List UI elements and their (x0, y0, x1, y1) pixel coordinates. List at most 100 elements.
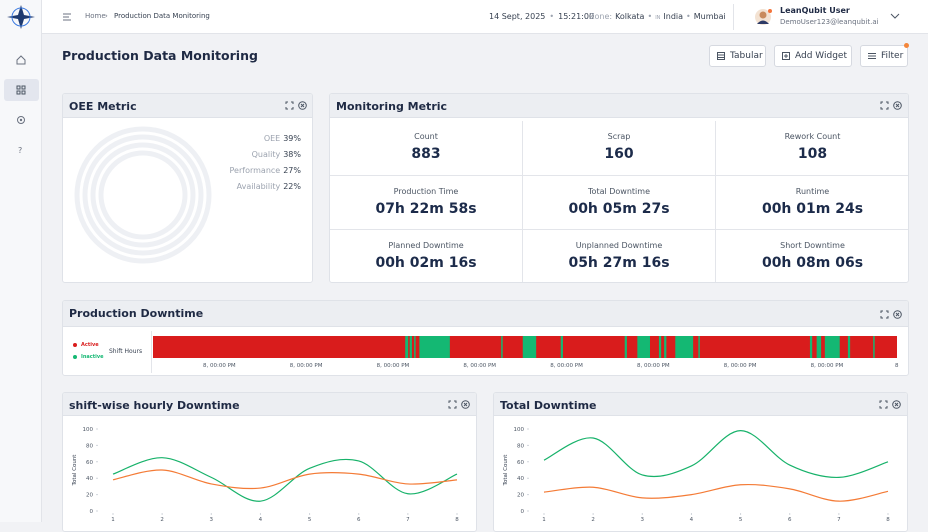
user-name: LeanQubit User (780, 6, 850, 15)
inactive-segment (664, 336, 667, 358)
x-tick-label: 8, 00:00 PM (550, 363, 583, 369)
metric-label: Count (414, 132, 438, 141)
metric-value: 39% (283, 134, 301, 143)
x-tick-label: 3 (210, 517, 214, 523)
country-code: IN (655, 15, 661, 21)
inactive-segment (409, 336, 412, 358)
metric-value: 05h 27m 16s (568, 255, 670, 271)
inactive-segment (624, 336, 627, 358)
close-icon[interactable] (893, 101, 902, 110)
x-tick-label: 4 (690, 517, 694, 523)
y-tick-label: 40 (517, 476, 524, 482)
filter-button[interactable]: Filter (860, 45, 908, 67)
expand-icon[interactable] (448, 400, 457, 409)
page-title: Production Data Monitoring (62, 48, 258, 63)
tabular-button[interactable]: Tabular (709, 45, 766, 67)
x-tick-label: 1 (111, 517, 115, 523)
metric-label: Unplanned Downtime (575, 241, 663, 250)
y-tick-label: 60 (86, 460, 93, 466)
ring-track (90, 142, 196, 248)
oee-card: OEE Metric OEE 39% Quality 38% Performance 27… (62, 93, 313, 283)
close-icon[interactable] (298, 101, 307, 110)
x-tick-label: 6 (357, 517, 361, 523)
inactive-segment (658, 336, 662, 358)
menu-icon[interactable] (62, 12, 72, 22)
datetime: 14 Sept, 2025 • 15:21:00 (489, 12, 594, 21)
x-tick-label: 3 (641, 517, 645, 523)
home-icon[interactable] (16, 55, 26, 65)
close-icon[interactable] (461, 400, 470, 409)
timeline (153, 336, 897, 358)
metric-value: 160 (604, 146, 634, 162)
x-tick-label: 5 (308, 517, 312, 523)
monitoring-card: Monitoring Metric Count 883 Scrap 160 Rework… (329, 93, 909, 283)
divider (733, 4, 734, 30)
button-label: Add Widget (795, 51, 847, 61)
breadcrumb-home[interactable]: Home (85, 12, 106, 20)
metric-label: Production Time (393, 186, 459, 196)
metric-cell: Production Time 07h 22m 58s (330, 175, 523, 230)
series-line (112, 469, 458, 490)
x-tick-label: 6 (788, 517, 792, 523)
y-axis-label: Total Count (72, 454, 78, 487)
inactive-segment (847, 336, 851, 358)
grid-icon[interactable] (16, 85, 26, 95)
expand-icon[interactable] (285, 101, 294, 110)
x-tick-label: 8 (895, 363, 899, 369)
country: India (663, 12, 684, 21)
user-menu[interactable] (890, 12, 900, 20)
downtime-card: Production Downtime Shift Hours Active In… (62, 300, 909, 376)
y-tick-label: 80 (517, 443, 524, 449)
expand-icon[interactable] (879, 400, 888, 409)
card-header: OEE Metric (63, 94, 312, 118)
x-tick-label: 4 (259, 517, 263, 523)
close-icon[interactable] (892, 400, 901, 409)
breadcrumb-current: Production Data Monitoring (114, 12, 210, 20)
metric-label: Total Downtime (588, 186, 650, 196)
inactive-segment (405, 336, 409, 358)
metric-label: Rework Count (784, 132, 841, 141)
card-title: OEE Metric (69, 100, 137, 113)
expand-icon[interactable] (880, 310, 889, 319)
help-icon[interactable]: ? (17, 145, 25, 155)
metric-value: 38% (283, 150, 301, 159)
metric-label: Scrap (607, 132, 631, 141)
metric-label: Quality (251, 150, 281, 159)
ring-track (98, 150, 188, 240)
metric-cell: Short Downtime 00h 08m 06s (716, 230, 908, 282)
legend-item: Inactive (73, 354, 104, 360)
metric-value: 00h 01m 24s (761, 200, 864, 217)
date: 14 Sept, 2025 (489, 12, 546, 21)
y-tick-label: 0 (90, 509, 94, 515)
metric-cell: Scrap 160 (523, 121, 716, 176)
inactive-segment (816, 336, 822, 358)
logo (7, 5, 35, 29)
active-nav[interactable] (4, 79, 39, 101)
y-tick-label: 20 (86, 493, 93, 499)
legend-row: Availability 22% (213, 182, 301, 191)
y-axis-label: Total Count (503, 454, 509, 487)
y-tick-label: 60 (517, 460, 524, 466)
metric-cell: Planned Downtime 00h 02m 16s (330, 230, 523, 282)
x-tick-label: 8 (886, 517, 890, 523)
inactive-segment (637, 336, 650, 358)
x-tick-label: 8, 00:00 PM (463, 363, 497, 369)
x-tick-label: 7 (837, 517, 841, 523)
dot: • (549, 12, 555, 21)
zone-label: Zone: (589, 12, 613, 21)
avatar[interactable] (754, 8, 772, 26)
add-widget-button[interactable]: Add Widget (774, 45, 852, 67)
close-icon[interactable] (893, 310, 902, 319)
inactive-segment (419, 336, 450, 358)
expand-icon[interactable] (880, 101, 889, 110)
x-tick-label: 1 (542, 517, 546, 523)
line-chart: Total Count 0 20 40 60 80 100 1 2 3 4 5 6 7 8 (72, 427, 459, 523)
metric-value: 22% (283, 182, 301, 191)
settings-icon[interactable] (16, 115, 26, 125)
metric-label: Performance (229, 166, 281, 175)
metric-cell: Total Downtime 00h 05m 27s (523, 175, 716, 230)
row-label: Shift Hours (109, 348, 143, 355)
metric-value: 00h 05m 27s (568, 200, 670, 217)
legend-dot (73, 343, 77, 347)
legend-item: Active (73, 342, 99, 348)
